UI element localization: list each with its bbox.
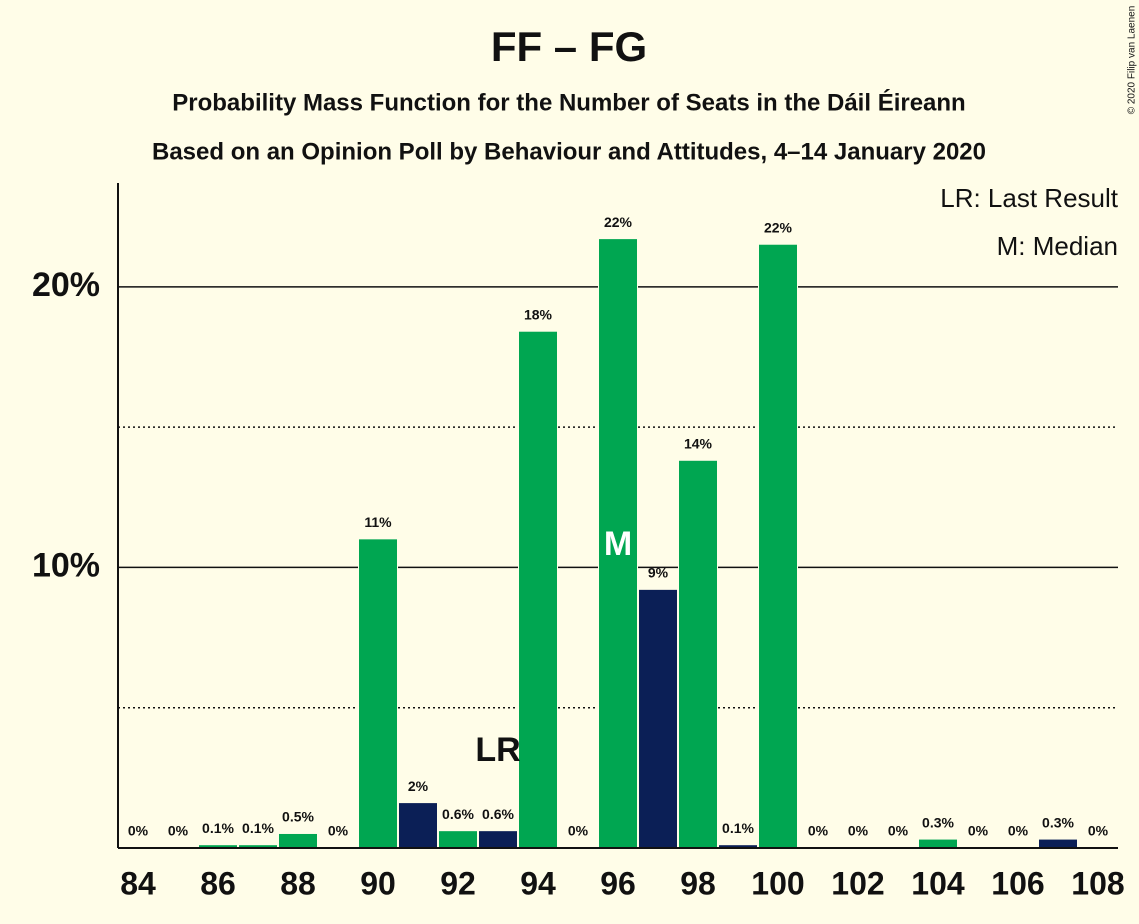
y-tick-label: 10% <box>32 546 100 584</box>
bar <box>639 589 677 848</box>
bar <box>479 831 517 848</box>
x-tick-label: 94 <box>520 865 556 901</box>
value-label: 0.1% <box>242 820 274 836</box>
bar <box>399 803 437 848</box>
bar <box>919 839 957 848</box>
value-label: 0% <box>1008 823 1029 839</box>
chart-subtitle-2: Based on an Opinion Poll by Behaviour an… <box>152 138 986 165</box>
chart-title: FF – FG <box>491 23 647 70</box>
bar <box>239 845 277 848</box>
value-label: 0% <box>808 823 829 839</box>
x-tick-label: 90 <box>360 865 396 901</box>
value-label: 2% <box>408 778 429 794</box>
annotation: LR <box>475 731 520 769</box>
bar <box>759 244 797 848</box>
x-tick-label: 96 <box>600 865 636 901</box>
y-tick-label: 20% <box>32 266 100 304</box>
bar <box>519 331 557 848</box>
value-label: 0.1% <box>722 820 754 836</box>
value-label: 0.3% <box>922 814 954 830</box>
bar <box>679 460 717 848</box>
copyright: © 2020 Filip van Laenen <box>1127 6 1138 115</box>
bar <box>199 845 237 848</box>
annotation: M <box>604 525 632 563</box>
value-label: 22% <box>604 214 633 230</box>
x-tick-label: 86 <box>200 865 236 901</box>
x-tick-label: 104 <box>911 865 965 901</box>
value-label: 0% <box>128 823 149 839</box>
x-tick-label: 92 <box>440 865 476 901</box>
x-tick-label: 108 <box>1071 865 1124 901</box>
value-label: 0% <box>568 823 589 839</box>
value-label: 9% <box>648 565 669 581</box>
x-tick-label: 106 <box>991 865 1044 901</box>
legend-entry: M: Median <box>997 231 1118 261</box>
value-label: 22% <box>764 219 793 235</box>
bar <box>279 833 317 848</box>
x-tick-label: 98 <box>680 865 716 901</box>
value-label: 0.6% <box>442 806 474 822</box>
value-label: 0% <box>168 823 189 839</box>
x-tick-label: 84 <box>120 865 156 901</box>
bar <box>599 239 637 848</box>
x-tick-label: 100 <box>751 865 804 901</box>
bar <box>359 539 397 848</box>
chart-subtitle: Probability Mass Function for the Number… <box>172 88 965 116</box>
x-tick-label: 88 <box>280 865 316 901</box>
value-label: 14% <box>684 435 713 451</box>
value-label: 0.1% <box>202 820 234 836</box>
value-label: 0% <box>328 823 349 839</box>
bar <box>1039 839 1077 848</box>
value-label: 0% <box>968 823 989 839</box>
value-label: 11% <box>364 514 392 530</box>
value-label: 0.5% <box>282 809 314 825</box>
value-label: 18% <box>524 306 553 322</box>
value-label: 0% <box>848 823 869 839</box>
value-label: 0.6% <box>482 806 514 822</box>
bar <box>719 845 757 848</box>
bar <box>439 831 477 848</box>
x-tick-label: 102 <box>831 865 884 901</box>
value-label: 0% <box>888 823 909 839</box>
legend-entry: LR: Last Result <box>940 183 1119 213</box>
value-label: 0% <box>1088 823 1109 839</box>
value-label: 0.3% <box>1042 814 1074 830</box>
